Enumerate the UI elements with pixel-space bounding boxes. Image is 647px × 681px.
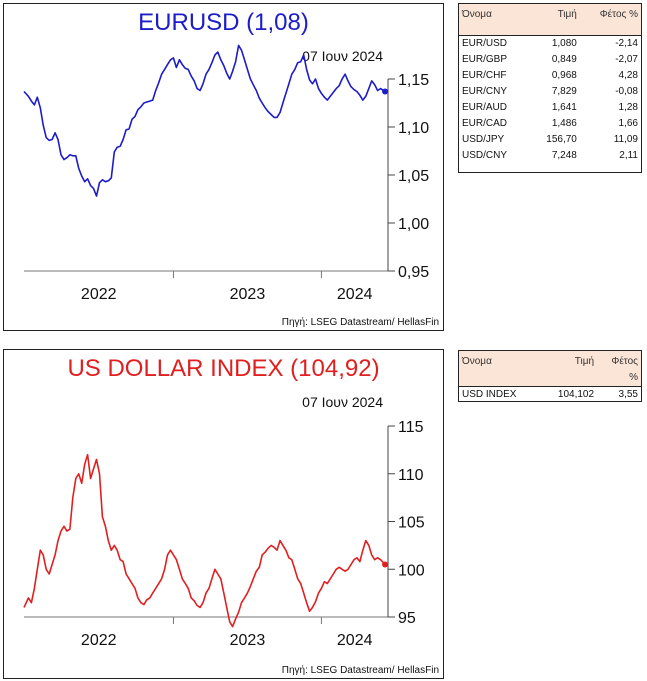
- eurusd-y-tick-label: 0,95: [398, 264, 429, 281]
- header-ytd: Φέτος %: [597, 351, 641, 387]
- row-price: 0,849: [551, 54, 577, 65]
- row-price: 1,641: [551, 102, 577, 113]
- table-row: USD INDEX 104,102 3,55: [459, 386, 641, 403]
- row-name: USD/JPY: [462, 134, 505, 145]
- usd-index-y-tick-label: 110: [398, 467, 424, 484]
- row-name: EUR/GBP: [462, 54, 508, 65]
- row-name: EUR/USD: [459, 35, 530, 52]
- row-price: 0,968: [551, 70, 577, 81]
- header-name: Όνομα: [459, 351, 541, 387]
- row-price: 7,248: [551, 150, 577, 161]
- row-ytd: 1,66: [618, 118, 638, 129]
- row-price: 1,080: [529, 35, 580, 52]
- eurusd-last-point: [382, 88, 389, 95]
- header-ytd-unit: %: [629, 372, 638, 383]
- row-ytd: -2,07: [615, 54, 638, 65]
- usd-index-chart-date: 07 Ιουν 2024: [302, 394, 383, 410]
- table-row: EUR/CAD 1,486 1,66: [459, 116, 641, 132]
- eurusd-chart-title: EURUSD (1,08): [138, 9, 309, 36]
- eurusd-x-tick-label: 2022: [81, 286, 117, 303]
- usd-index-chart-title: US DOLLAR INDEX (104,92): [67, 355, 380, 382]
- eurusd-chart-panel: EURUSD (1,08) 07 Ιουν 2024 0,95 1,00 1,05 1…: [3, 3, 444, 331]
- usd-index-table: Όνομα Τιμή Φέτος % USD INDEX 104,102 3,55: [458, 350, 642, 403]
- usd-index-table-header: Όνομα Τιμή Φέτος %: [459, 351, 641, 387]
- header-name: Όνομα: [459, 4, 530, 36]
- row-price: 104,102: [540, 386, 598, 403]
- row-name: EUR/CHF: [462, 70, 507, 81]
- usd-index-x-tick-label: 2023: [230, 632, 266, 649]
- usd-index-last-point: [382, 561, 389, 568]
- usd-index-x-tick-label: 2024: [337, 632, 373, 649]
- header-price: Τιμή: [540, 351, 598, 387]
- row-name: EUR/CNY: [462, 86, 508, 97]
- usd-index-line-chart: 95 100 105 110 115 2022 2023 2024: [23, 419, 425, 649]
- eurusd-chart-date: 07 Ιουν 2024: [302, 48, 383, 64]
- usd-index-chart-panel: US DOLLAR INDEX (104,92) 07 Ιουν 2024 95…: [3, 349, 444, 679]
- usd-index-series-line: [23, 453, 386, 628]
- eurusd-line-chart: 0,95 1,00 1,05 1,10 1,15 2022 2023 2024: [23, 44, 429, 303]
- eurusd-y-tick-label: 1,05: [398, 168, 429, 185]
- table-row: EUR/CHF 0,968 4,28: [459, 68, 641, 84]
- table-row: EUR/CNY 7,829 -0,08: [459, 84, 641, 100]
- eurusd-chart-source: Πηγή: LSEG Datastream/ HellasFin: [281, 317, 439, 328]
- usd-index-y-tick-label: 115: [398, 419, 424, 436]
- eurusd-x-tick-label: 2024: [337, 286, 373, 303]
- eurusd-y-tick-label: 1,15: [398, 72, 429, 89]
- row-name: EUR/AUD: [462, 102, 508, 113]
- header-price: Τιμή: [529, 4, 580, 36]
- row-ytd: 1,28: [618, 102, 638, 113]
- usd-index-y-tick-label: 100: [398, 562, 425, 579]
- eurusd-x-tick-label: 2023: [230, 286, 266, 303]
- header-ytd: Φέτος %: [579, 4, 641, 36]
- row-name: USD INDEX: [459, 386, 541, 403]
- usd-index-y-tick-label: 95: [398, 610, 416, 627]
- row-ytd: -2,14: [579, 35, 641, 52]
- usd-index-chart-source: Πηγή: LSEG Datastream/ HellasFin: [281, 665, 439, 676]
- table-row: USD/JPY 156,70 11,09: [459, 132, 641, 148]
- usd-index-x-tick-label: 2022: [81, 632, 117, 649]
- eurusd-series-line: [23, 44, 386, 197]
- row-ytd: 3,55: [597, 386, 641, 403]
- table-row: EUR/USD 1,080 -2,14: [459, 35, 641, 52]
- currency-table: Όνομα Τιμή Φέτος % EUR/USD 1,080 -2,14 EUR…: [458, 3, 642, 173]
- table-row: EUR/GBP 0,849 -2,07: [459, 52, 641, 68]
- eurusd-y-tick-label: 1,10: [398, 120, 429, 137]
- row-ytd: 2,11: [619, 150, 638, 161]
- row-name: USD/CNY: [462, 150, 508, 161]
- table-row: USD/CNY 7,248 2,11: [459, 148, 641, 164]
- currency-table-header: Όνομα Τιμή Φέτος %: [459, 4, 641, 36]
- table-row: EUR/AUD 1,641 1,28: [459, 100, 641, 116]
- row-ytd: 11,09: [613, 134, 638, 145]
- row-ytd: 4,28: [618, 70, 638, 81]
- row-price: 7,829: [551, 86, 577, 97]
- row-price: 156,70: [546, 134, 577, 145]
- usd-index-y-tick-label: 105: [398, 515, 425, 532]
- eurusd-y-tick-label: 1,00: [398, 216, 429, 233]
- row-price: 1,486: [551, 118, 577, 129]
- row-ytd: -0,08: [615, 86, 638, 97]
- row-name: EUR/CAD: [462, 118, 508, 129]
- header-ytd-label: Φέτος: [611, 356, 638, 367]
